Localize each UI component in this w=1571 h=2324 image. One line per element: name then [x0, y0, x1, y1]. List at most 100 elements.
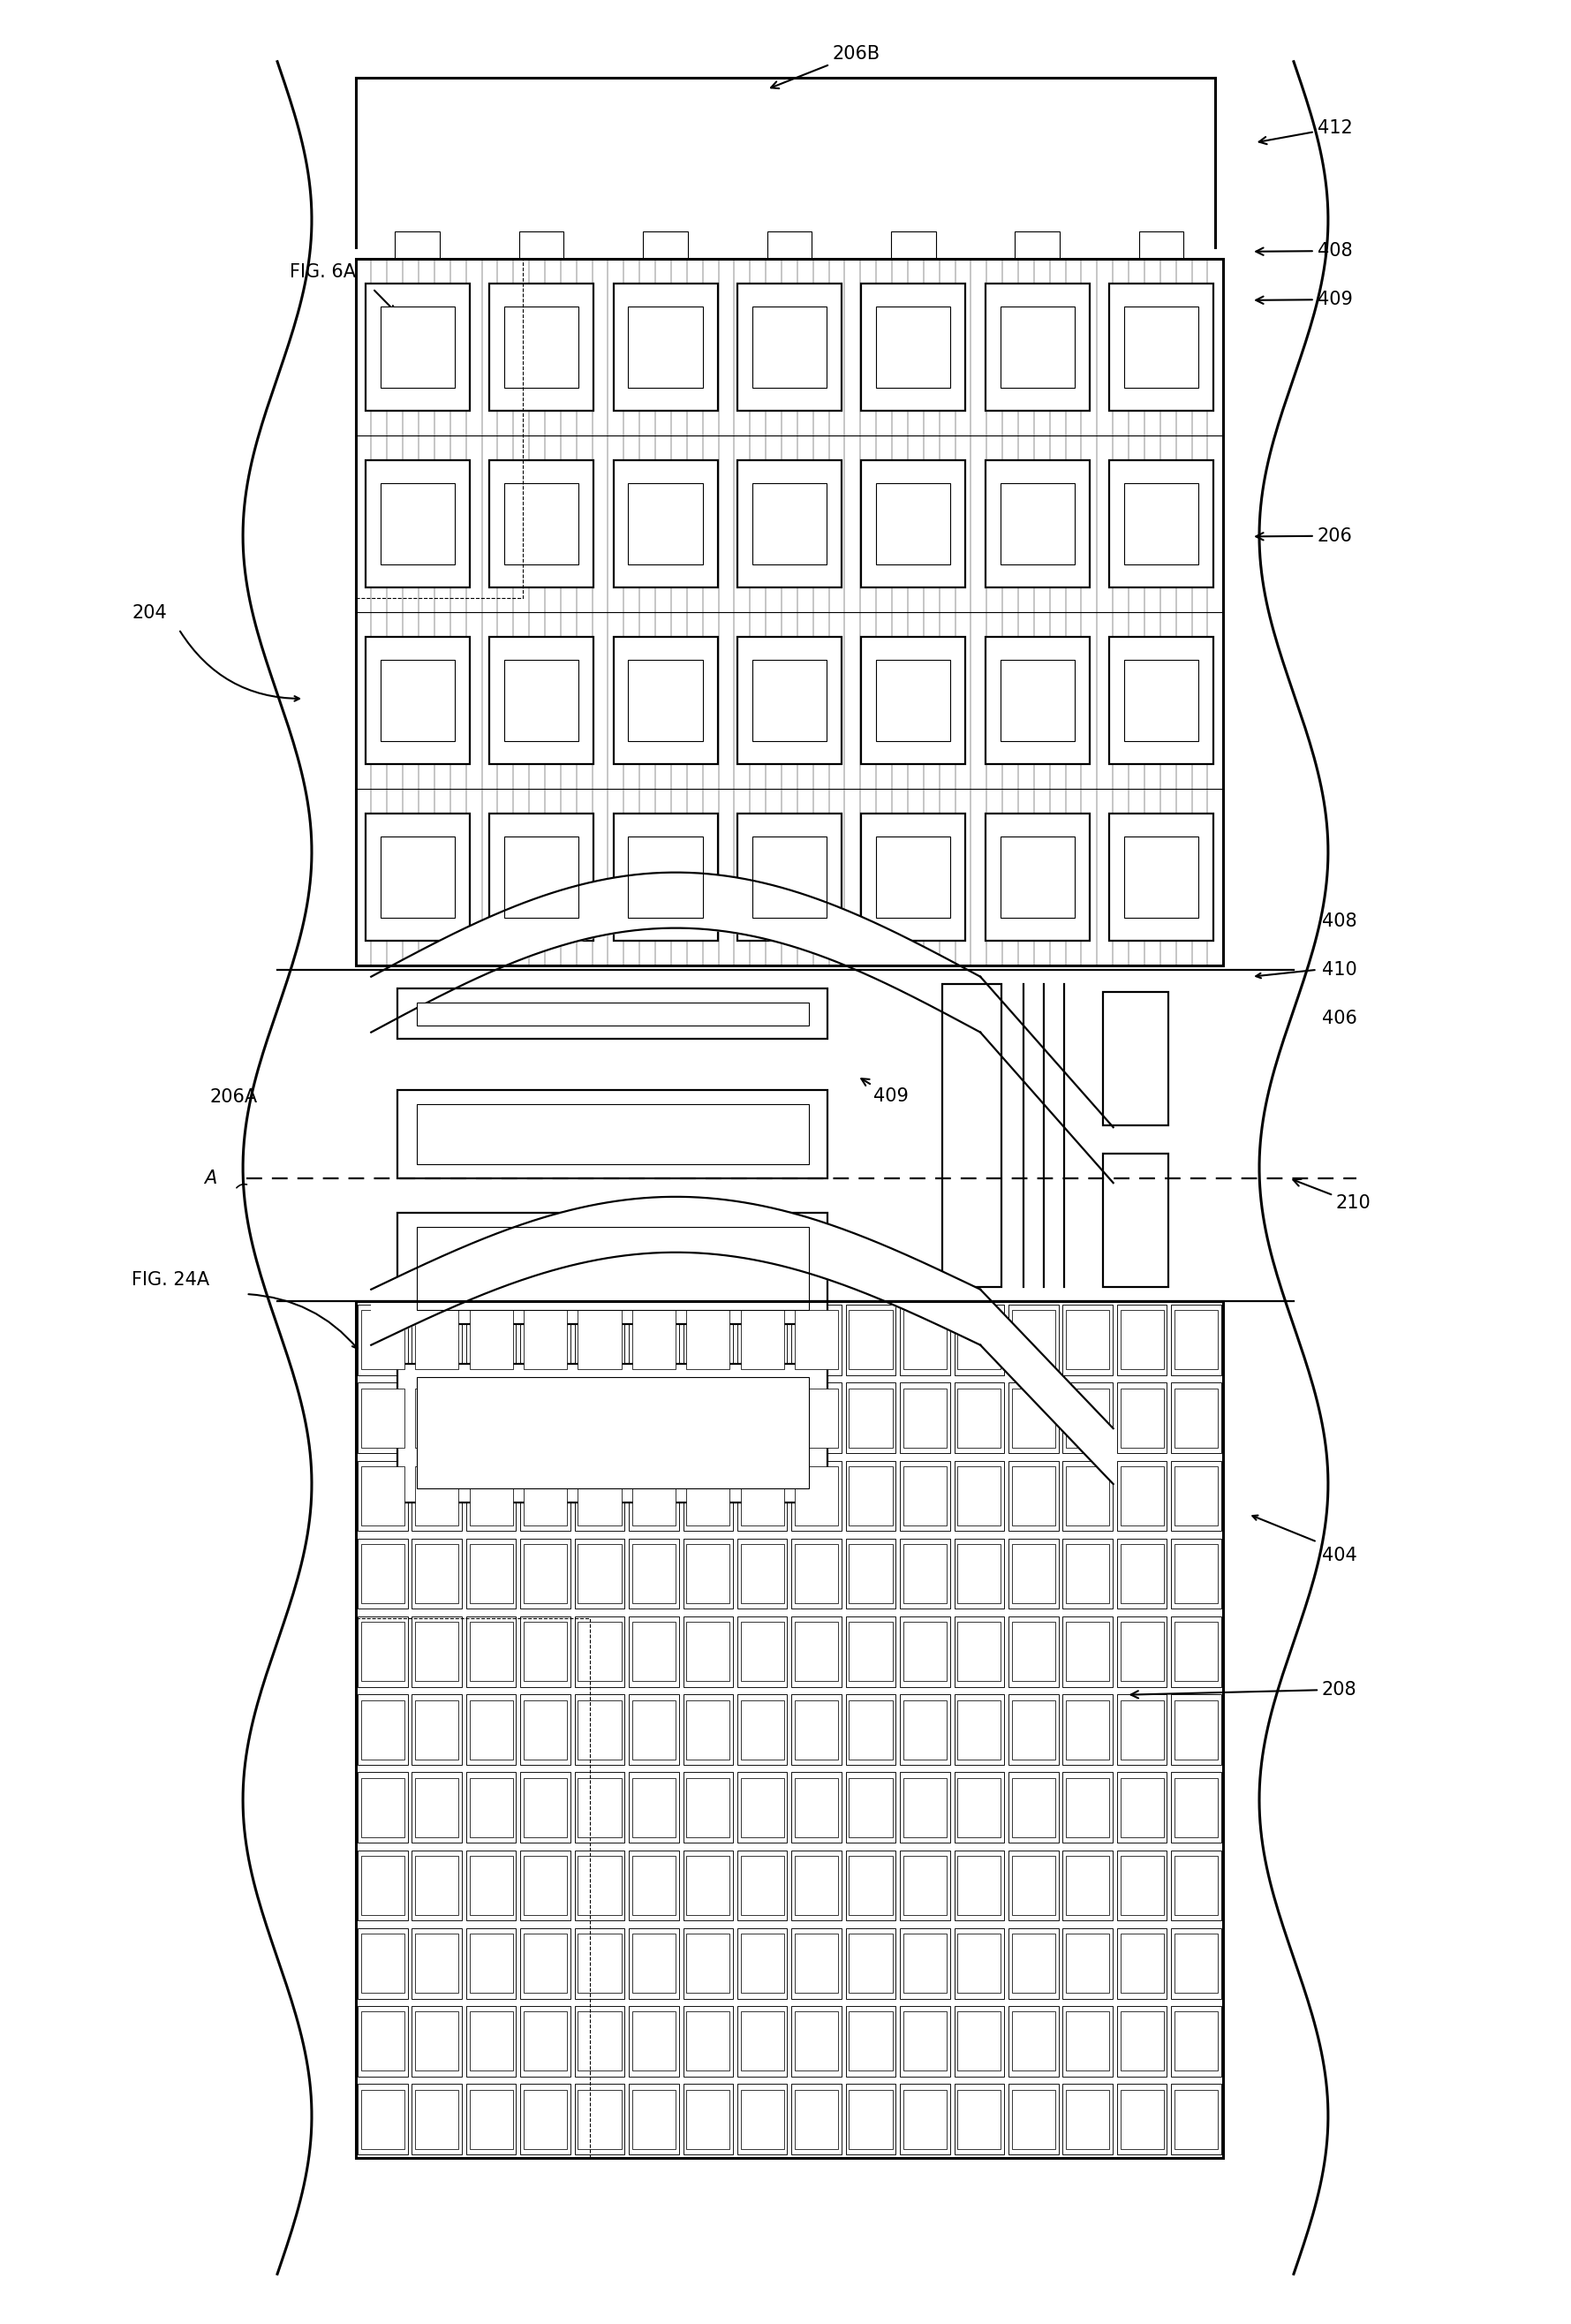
Bar [795, 1857, 839, 1915]
Bar [361, 1934, 404, 1994]
Bar [523, 1466, 567, 1525]
Bar [415, 2013, 459, 2071]
Bar [1067, 1466, 1109, 1525]
Bar [358, 2006, 407, 2075]
Bar [1103, 1153, 1169, 1287]
Bar [1067, 1857, 1109, 1915]
Bar [1062, 1538, 1112, 1608]
Bar [1062, 1383, 1112, 1452]
Bar [470, 2089, 512, 2150]
Bar [632, 1778, 676, 1836]
Bar [1109, 637, 1213, 765]
Bar [1009, 1850, 1059, 1920]
Bar [416, 1378, 809, 1490]
Bar [358, 1850, 407, 1920]
Bar [900, 1618, 950, 1687]
Text: 408: 408 [1321, 913, 1357, 930]
Bar [1125, 483, 1199, 565]
Bar [985, 460, 1089, 588]
Bar [1117, 1383, 1167, 1452]
Bar [1175, 1622, 1218, 1680]
Text: FIG. 6A: FIG. 6A [289, 263, 357, 281]
Bar [467, 2085, 515, 2154]
Bar [848, 2089, 892, 2150]
Bar [737, 1459, 787, 1532]
Bar [954, 1538, 1004, 1608]
Bar [467, 1618, 515, 1687]
Bar [848, 1311, 892, 1369]
Bar [578, 1466, 621, 1525]
Bar [1067, 2013, 1109, 2071]
Bar [848, 1543, 892, 1604]
Bar [958, 1699, 1001, 1759]
Bar [900, 2006, 950, 2075]
Bar [958, 1622, 1001, 1680]
Text: A: A [204, 1169, 217, 1188]
Bar [467, 1459, 515, 1532]
Bar [985, 637, 1089, 765]
Bar [412, 1459, 462, 1532]
Bar [520, 1304, 570, 1376]
Bar [504, 483, 578, 565]
Bar [792, 1459, 842, 1532]
Bar [575, 1929, 625, 1999]
Bar [958, 1778, 1001, 1836]
Bar [397, 1213, 828, 1325]
Bar [1012, 1934, 1056, 1994]
Bar [628, 837, 702, 918]
Bar [575, 1304, 625, 1376]
Bar [1175, 1699, 1218, 1759]
Text: 210: 210 [1293, 1178, 1371, 1211]
Bar [848, 1387, 892, 1448]
Bar [366, 637, 470, 765]
Bar [358, 1694, 407, 1764]
Bar [795, 1934, 839, 1994]
Bar [470, 2013, 512, 2071]
Bar [861, 813, 966, 941]
Bar [792, 1773, 842, 1843]
Bar [1120, 1311, 1164, 1369]
Bar [1067, 1387, 1109, 1448]
Bar [687, 1466, 731, 1525]
Bar [903, 1387, 947, 1448]
Bar [358, 1618, 407, 1687]
Bar [1175, 1934, 1218, 1994]
Bar [900, 1929, 950, 1999]
Bar [737, 2085, 787, 2154]
Bar [1120, 1543, 1164, 1604]
Bar [687, 2089, 731, 2150]
Bar [1175, 1543, 1218, 1604]
Bar [740, 2013, 784, 2071]
Bar [1172, 2085, 1221, 2154]
Bar [523, 2089, 567, 2150]
Bar [412, 1618, 462, 1687]
Bar [415, 1311, 459, 1369]
Bar [412, 2085, 462, 2154]
Bar [737, 637, 842, 765]
Bar [632, 1857, 676, 1915]
Bar [575, 1773, 625, 1843]
Bar [1125, 660, 1199, 741]
Bar [416, 1104, 809, 1164]
Bar [470, 1857, 512, 1915]
Bar [1120, 2089, 1164, 2150]
Bar [861, 460, 966, 588]
Bar [628, 1538, 679, 1608]
Bar [470, 1311, 512, 1369]
Bar [628, 2006, 679, 2075]
Bar [1117, 1694, 1167, 1764]
Bar [358, 1538, 407, 1608]
Bar [1117, 1773, 1167, 1843]
Bar [412, 1694, 462, 1764]
Bar [1012, 1387, 1056, 1448]
Bar [355, 1301, 1224, 2159]
Bar [1012, 1699, 1056, 1759]
Bar [575, 1383, 625, 1452]
Bar [683, 1773, 734, 1843]
Bar [687, 1622, 731, 1680]
Bar [470, 1699, 512, 1759]
Bar [575, 1850, 625, 1920]
Bar [490, 284, 594, 411]
Bar [523, 1934, 567, 1994]
Bar [903, 1778, 947, 1836]
